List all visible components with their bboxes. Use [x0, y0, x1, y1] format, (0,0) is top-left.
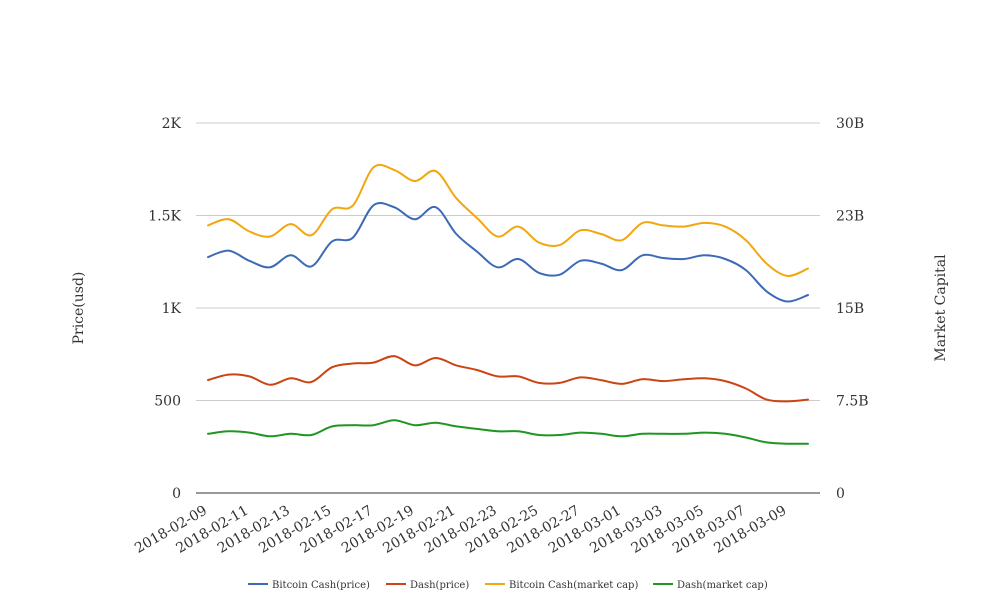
legend-label: Dash(price) — [410, 580, 469, 591]
y-left-tick-label: 2K — [162, 116, 182, 132]
series-line-bitcoin-cash-price — [207, 202, 809, 303]
series-line-dash-price — [207, 355, 809, 403]
legend-label: Bitcoin Cash(price) — [272, 580, 370, 591]
y-right-tick-label: 15B — [836, 301, 864, 317]
legend: Bitcoin Cash(price) Dash(price) Bitcoin Ca… — [248, 580, 768, 591]
left-axis-title: Price(usd) — [71, 272, 87, 345]
y-left-tick-label: 1.5K — [148, 209, 181, 225]
tick-labels: 05001K1.5K2K07.5B15B23B30B2018-02-092018… — [132, 116, 868, 557]
y-right-tick-label: 7.5B — [836, 394, 869, 410]
legend-item: Dash(market cap) — [653, 580, 768, 591]
legend-item: Bitcoin Cash(market cap) — [485, 580, 638, 591]
gridlines — [196, 122, 820, 401]
legend-label: Bitcoin Cash(market cap) — [509, 580, 638, 591]
right-axis-title: Market Capital — [933, 254, 949, 362]
legend-item: Bitcoin Cash(price) — [248, 580, 370, 591]
series-lines — [207, 163, 809, 445]
y-left-tick-label: 1K — [162, 301, 182, 317]
y-left-tick-label: 0 — [172, 486, 181, 502]
y-right-tick-label: 0 — [836, 486, 845, 502]
y-right-tick-label: 30B — [836, 116, 864, 132]
y-right-tick-label: 23B — [836, 209, 864, 225]
legend-item: Dash(price) — [386, 580, 469, 591]
y-left-tick-label: 500 — [154, 394, 181, 410]
legend-label: Dash(market cap) — [677, 580, 768, 591]
series-line-bitcoin-cash-market-cap — [207, 163, 809, 277]
series-line-dash-market-cap — [207, 419, 809, 445]
